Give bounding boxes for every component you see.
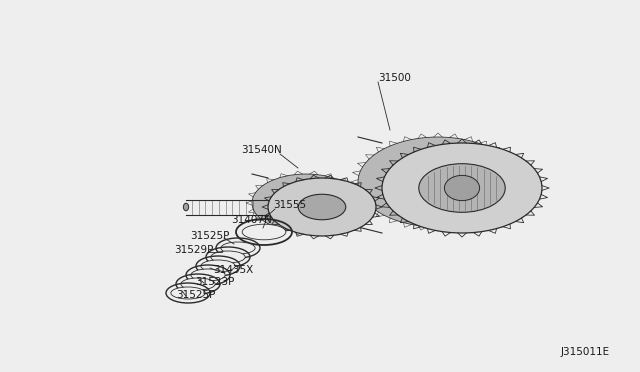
Text: 31435X: 31435X bbox=[213, 265, 253, 275]
Ellipse shape bbox=[298, 194, 346, 220]
Text: 31500: 31500 bbox=[378, 73, 411, 83]
Ellipse shape bbox=[419, 164, 505, 212]
Ellipse shape bbox=[382, 143, 542, 233]
Text: 31555: 31555 bbox=[273, 200, 307, 210]
Text: 31540N: 31540N bbox=[242, 145, 282, 155]
Ellipse shape bbox=[211, 251, 245, 263]
Ellipse shape bbox=[221, 242, 255, 254]
Ellipse shape bbox=[268, 178, 376, 236]
Ellipse shape bbox=[201, 260, 235, 272]
Text: 31525P: 31525P bbox=[176, 290, 216, 300]
Ellipse shape bbox=[358, 137, 518, 227]
Text: 31529P: 31529P bbox=[174, 245, 214, 255]
Ellipse shape bbox=[181, 278, 215, 290]
Ellipse shape bbox=[242, 224, 286, 240]
Text: 31523P: 31523P bbox=[195, 277, 235, 287]
Ellipse shape bbox=[184, 203, 189, 211]
Ellipse shape bbox=[444, 176, 479, 201]
Text: J315011E: J315011E bbox=[561, 347, 610, 357]
Ellipse shape bbox=[191, 269, 225, 281]
Ellipse shape bbox=[171, 287, 205, 299]
Ellipse shape bbox=[252, 174, 360, 232]
Text: 31407N: 31407N bbox=[232, 215, 273, 225]
Text: 31525P: 31525P bbox=[190, 231, 230, 241]
